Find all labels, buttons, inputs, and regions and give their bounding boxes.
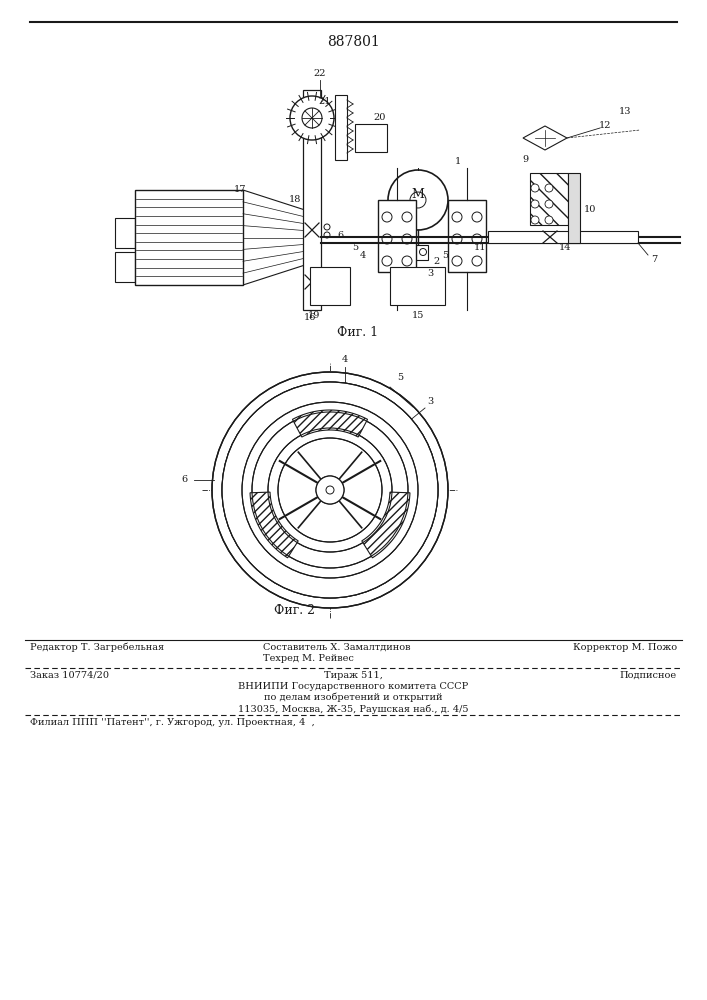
Circle shape [242,402,418,578]
Circle shape [545,216,553,224]
Text: Фиг. 1: Фиг. 1 [337,326,378,338]
Circle shape [278,438,382,542]
Text: 5: 5 [352,242,358,251]
Text: 20: 20 [374,113,386,122]
Text: 1: 1 [455,157,461,166]
Bar [115,218,135,248]
Bar [390,267,445,305]
Wedge shape [222,382,438,598]
Polygon shape [250,492,298,558]
Circle shape [531,184,539,192]
Polygon shape [362,492,410,558]
Bar [530,173,568,225]
Text: 14: 14 [559,243,571,252]
Circle shape [531,216,539,224]
Circle shape [316,476,344,504]
Circle shape [382,256,392,266]
Text: 21: 21 [319,98,332,106]
Text: 15: 15 [411,310,424,320]
Bar [303,90,321,310]
Circle shape [212,372,448,608]
Text: Подписное: Подписное [620,671,677,680]
Text: 6: 6 [337,231,343,239]
Circle shape [472,256,482,266]
Text: Заказ 10774/20: Заказ 10774/20 [30,671,109,680]
Circle shape [402,234,412,244]
Circle shape [324,232,330,238]
Circle shape [326,486,334,494]
Text: 8: 8 [572,196,578,205]
Circle shape [472,234,482,244]
Bar [408,245,428,260]
Text: 6: 6 [181,476,187,485]
Text: 11: 11 [474,242,486,251]
Bar [488,231,638,243]
Text: Тираж 511,: Тираж 511, [324,671,382,680]
Text: Корректор М. Пожо: Корректор М. Пожо [573,643,677,652]
Polygon shape [523,126,567,150]
Circle shape [382,212,392,222]
Circle shape [545,184,553,192]
Circle shape [545,200,553,208]
Text: 13: 13 [619,107,631,116]
Bar [448,200,486,272]
Text: Филиал ППП ''Патент'', г. Ужгород, ул. Проектная, 4  ,: Филиал ППП ''Патент'', г. Ужгород, ул. П… [30,718,315,727]
Text: 4: 4 [360,250,366,259]
Bar [310,267,350,305]
Text: 22: 22 [314,70,326,79]
Text: Составитель Х. Замалтдинов: Составитель Х. Замалтдинов [263,643,411,652]
Circle shape [388,170,448,230]
Text: ВНИИПИ Государственного комитета СССР: ВНИИПИ Государственного комитета СССР [238,682,468,691]
Text: 5: 5 [442,250,448,259]
Text: 17: 17 [234,186,246,194]
Text: по делам изобретений и открытий: по делам изобретений и открытий [264,693,443,702]
Circle shape [452,256,462,266]
Circle shape [402,212,412,222]
Polygon shape [243,190,305,285]
Circle shape [410,192,426,208]
Text: Техред М. Рейвес: Техред М. Рейвес [263,654,354,663]
Circle shape [531,200,539,208]
Text: 2: 2 [433,257,439,266]
Text: Фиг. 2: Фиг. 2 [274,603,315,616]
Text: Редактор Т. Загребельная: Редактор Т. Загребельная [30,643,164,652]
Text: 887801: 887801 [327,35,380,49]
Circle shape [452,212,462,222]
Text: 5: 5 [397,372,403,381]
Text: 12: 12 [599,121,612,130]
Circle shape [419,248,426,255]
Bar [355,124,387,152]
Bar [115,252,135,282]
Circle shape [409,248,416,255]
Circle shape [472,212,482,222]
Text: 10: 10 [584,206,596,215]
Circle shape [290,96,334,140]
Text: 9: 9 [522,155,528,164]
Circle shape [324,224,330,230]
Text: М: М [411,188,424,200]
Bar [335,95,347,160]
Bar [378,200,416,272]
Bar [568,173,580,243]
Circle shape [382,234,392,244]
Text: 3: 3 [427,397,433,406]
Text: 16: 16 [304,312,316,322]
Text: 113035, Москва, Ж-35, Раушская наб., д. 4/5: 113035, Москва, Ж-35, Раушская наб., д. … [238,704,468,714]
Circle shape [252,412,408,568]
Circle shape [402,256,412,266]
Text: 4: 4 [342,356,348,364]
Circle shape [268,428,392,552]
Circle shape [302,108,322,128]
Text: 18: 18 [289,196,301,205]
Text: 3: 3 [427,268,433,277]
Polygon shape [293,410,368,437]
Circle shape [222,382,438,598]
Circle shape [452,234,462,244]
Wedge shape [316,476,344,504]
Bar [135,190,243,285]
Text: 19: 19 [308,310,320,320]
Text: 7: 7 [651,254,657,263]
